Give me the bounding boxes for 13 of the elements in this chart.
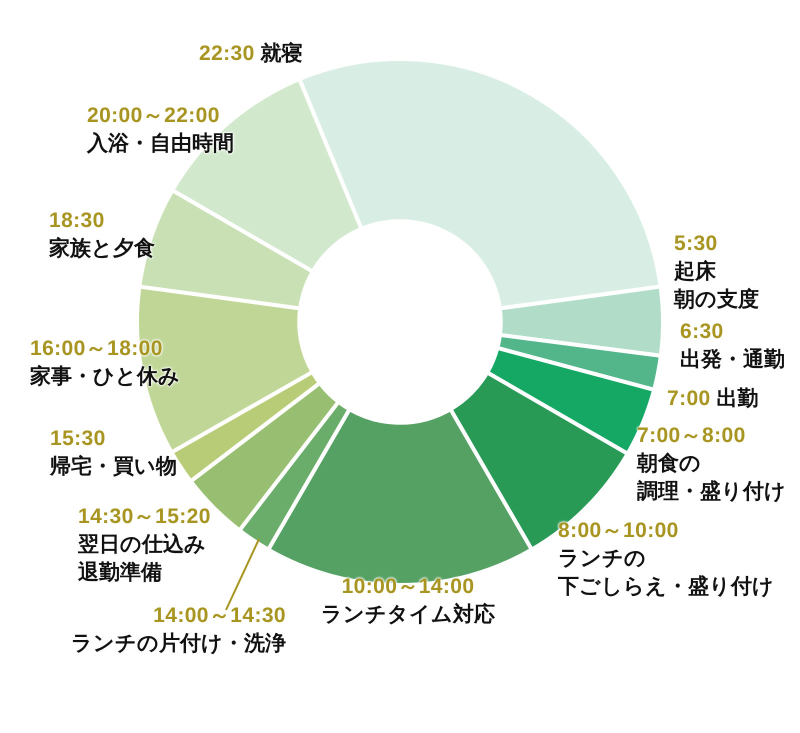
slice-label: 10:00～14:00 ランチタイム対応 (321, 574, 495, 628)
slice-label: 15:30 帰宅・買い物 (50, 426, 177, 480)
slice-label: 5:30 起床朝の支度 (674, 231, 759, 313)
slice-label: 6:30 出発・通勤 (680, 319, 785, 373)
slice-label: 22:30 就寝 (199, 40, 303, 67)
slice-label: 14:00～14:30 ランチの片付け・洗浄 (71, 603, 286, 657)
text: 7:00 出勤 (667, 386, 758, 412)
slice-label: 8:00～10:00 ランチの下ごしらえ・盛り付け (558, 518, 774, 600)
slice-label: 16:00～18:00 家事・ひと休み (30, 336, 180, 390)
slice-label: 18:30 家族と夕食 (49, 208, 155, 262)
slice-label: 7:00～8:00 朝食の調理・盛り付け (637, 423, 786, 505)
slice-label: 20:00～22:00 入浴・自由時間 (87, 103, 234, 157)
slice-label: 14:30～15:20 翌日の仕込み退勤準備 (78, 504, 211, 586)
